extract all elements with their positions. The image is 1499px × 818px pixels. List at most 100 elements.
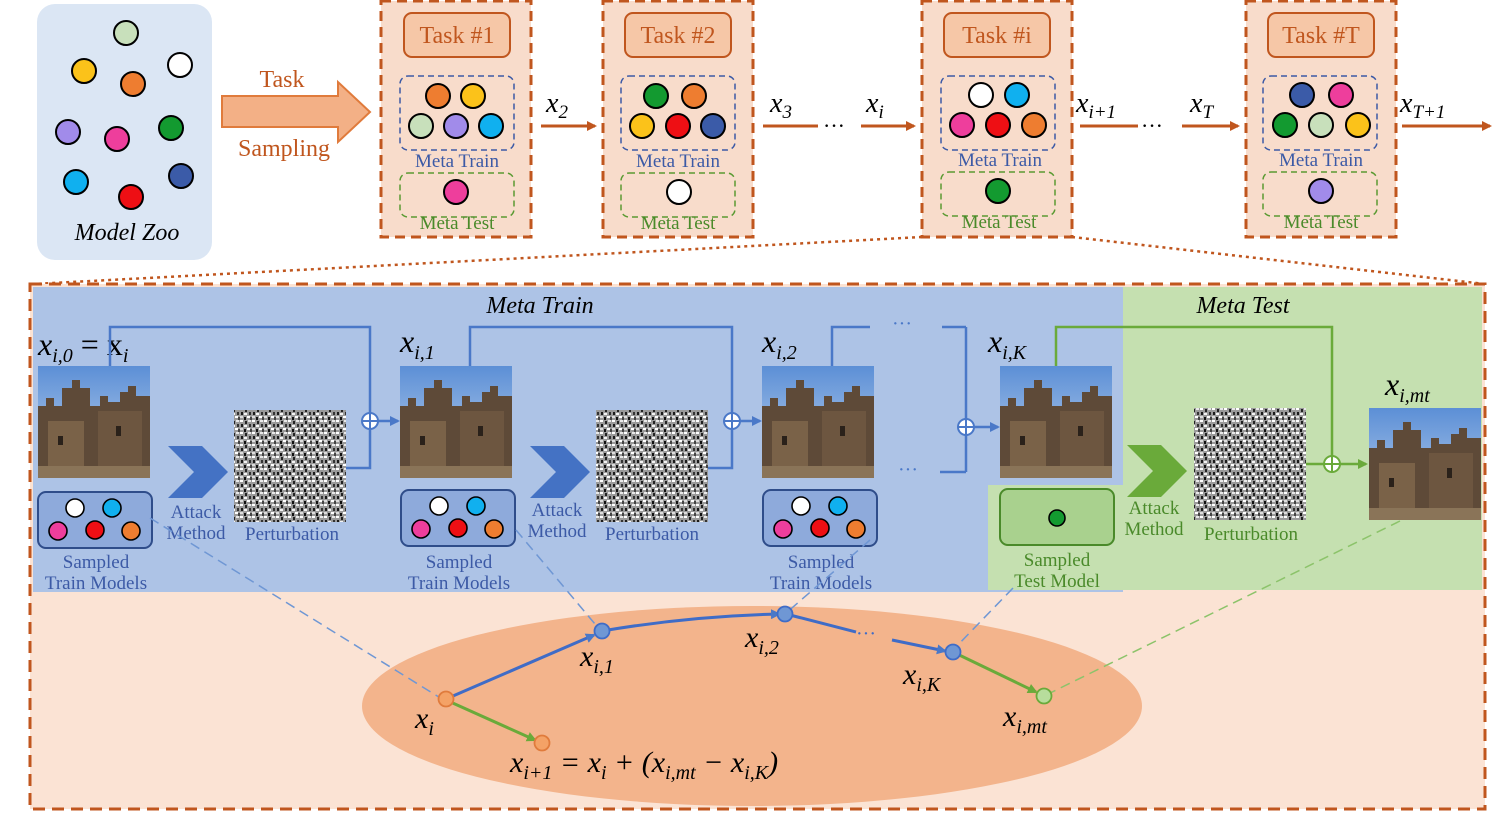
task-title-2: Task #2 [641, 23, 716, 49]
image-x0 [38, 366, 150, 478]
svg-text:xT: xT [1189, 88, 1214, 123]
attack2-l2: Method [527, 521, 587, 542]
svg-text:x3: x3 [769, 88, 792, 123]
traj-xmt: x [1002, 700, 1017, 733]
traj-xi: x [414, 702, 429, 735]
lbl-x0: x [37, 326, 52, 362]
svg-text:xi,1: xi,1 [579, 640, 614, 678]
sampled-test-model [999, 488, 1115, 546]
perturbation-test [1194, 408, 1306, 520]
task-train-2: Meta Train [636, 151, 720, 172]
lbl-x1: x [399, 323, 414, 359]
trajectory-dots: ··· [856, 623, 876, 645]
perturbation-label-test: Perturbation [1204, 524, 1298, 545]
sampled2-l1: Sampled [426, 552, 493, 573]
zoom-lines [33, 235, 1486, 286]
label-xi-sub: i [878, 102, 883, 123]
traj-x2: x [744, 621, 759, 654]
eq-minus: − x [696, 746, 745, 779]
sampled2-l2: Train Models [408, 573, 510, 594]
eq-lhs-sub: i+1 [523, 762, 552, 784]
svg-text:xi: xi [865, 88, 884, 123]
traj-xi-sub: i [428, 718, 434, 740]
task-test-1: Meta Test [420, 213, 496, 234]
lbl-xK: x [987, 323, 1002, 359]
task-chain-labels: x2 x3 ··· xi xi+1 ··· xT xT+1 [545, 88, 1445, 138]
label-x3-sub: 3 [781, 102, 792, 123]
sampling-line2: Sampling [238, 136, 330, 162]
task-box-i: Task #i Meta Train Meta Test [920, 0, 1074, 239]
task-title-T: Task #T [1282, 23, 1360, 49]
sampled-models-3 [762, 489, 878, 547]
svg-text:xi+1: xi+1 [1075, 88, 1116, 123]
image-x2 [762, 366, 874, 478]
trajectory-blue [445, 609, 947, 701]
svg-text:xi,K: xi,K [902, 658, 942, 696]
label-xT: x [1189, 88, 1203, 119]
sampled-test-labels: Sampled Test Model [1014, 550, 1100, 592]
perturbation-1 [234, 410, 346, 522]
sampled-test-l1: Sampled [1024, 550, 1091, 571]
eq-close: ) [766, 746, 778, 779]
sampling-line1: Task [260, 67, 305, 93]
lbl-x2: x [761, 323, 776, 359]
task-title-i: Task #i [962, 23, 1032, 49]
image-xmt [1369, 408, 1481, 520]
task-test-i: Meta Test [962, 212, 1038, 233]
meta-train-panel [33, 287, 1123, 592]
loop-dots-top: ··· [892, 313, 912, 335]
eq-mt-sub: i,mt [665, 762, 696, 784]
image-xK [1000, 366, 1112, 478]
label-xi1: x [1075, 88, 1089, 119]
sampled1-l2: Train Models [45, 573, 147, 594]
sampled-models-2 [400, 489, 516, 547]
traj-x1-sub: i,1 [593, 656, 614, 678]
traj-xmt-sub: i,mt [1016, 716, 1047, 738]
trajectory-labels: xi xi,1 xi,2 xi,K xi,mt xi+1 = xi + (xi,… [414, 621, 1047, 784]
svg-text:xT+1: xT+1 [1399, 88, 1445, 123]
attack1-l2: Method [166, 523, 226, 544]
task-train-1: Meta Train [415, 151, 499, 172]
sampled-models-1 [37, 491, 153, 549]
task-test-2: Meta Test [641, 213, 717, 234]
label-dots-1: ··· [823, 113, 845, 138]
attack1-l1: Attack [171, 502, 222, 523]
update-equation: xi+1 = xi + (xi,mt − xi,K) [509, 746, 778, 784]
meta-test-lines [1054, 325, 1368, 469]
meta-train-title: Meta Train [485, 293, 593, 319]
detail-x-labels: xi,0 = xi xi,1 xi,2 xi,K xi,mt [37, 323, 1430, 407]
lbl-x0-sub: i,0 [52, 345, 73, 367]
svg-text:xi,mt: xi,mt [1384, 366, 1430, 407]
trajectory-nodes [437, 605, 1053, 752]
attack2-l1: Attack [532, 500, 583, 521]
projection-line-test [1043, 520, 1401, 697]
projection-lines [149, 517, 1014, 700]
model-zoo-label: Model Zoo [74, 220, 180, 246]
attack-chevron-test [1127, 445, 1187, 497]
eq-k-sub: i,K [744, 762, 770, 784]
svg-text:xi,2: xi,2 [744, 621, 779, 659]
task-title-1: Task #1 [420, 23, 495, 49]
plus-sign-test [1325, 457, 1339, 471]
lbl-x2-sub: i,2 [776, 342, 797, 364]
label-xT-sub: T [1202, 102, 1214, 123]
loop-lines [108, 325, 1000, 474]
label-xi1-sub: i+1 [1088, 102, 1116, 123]
task-box-T: Task #T Meta Train Meta Test [1244, 0, 1398, 239]
perturbation-2 [596, 410, 708, 522]
attack-chevron-1 [168, 446, 228, 498]
label-x2: x [545, 88, 559, 119]
sampled-test-l2: Test Model [1014, 571, 1100, 592]
svg-text:xi,2: xi,2 [761, 323, 797, 364]
label-x2-sub: 2 [558, 102, 568, 123]
svg-text:xi,K: xi,K [987, 323, 1028, 364]
sampled1-l1: Sampled [63, 552, 130, 573]
lbl-x1-sub: i,1 [414, 342, 435, 364]
eq-eq-sub: i [601, 762, 607, 784]
label-xT1-sub: T+1 [1412, 102, 1445, 123]
traj-xK: x [902, 658, 917, 691]
eq-lhs: x [509, 746, 524, 779]
traj-xK-sub: i,K [916, 674, 942, 696]
